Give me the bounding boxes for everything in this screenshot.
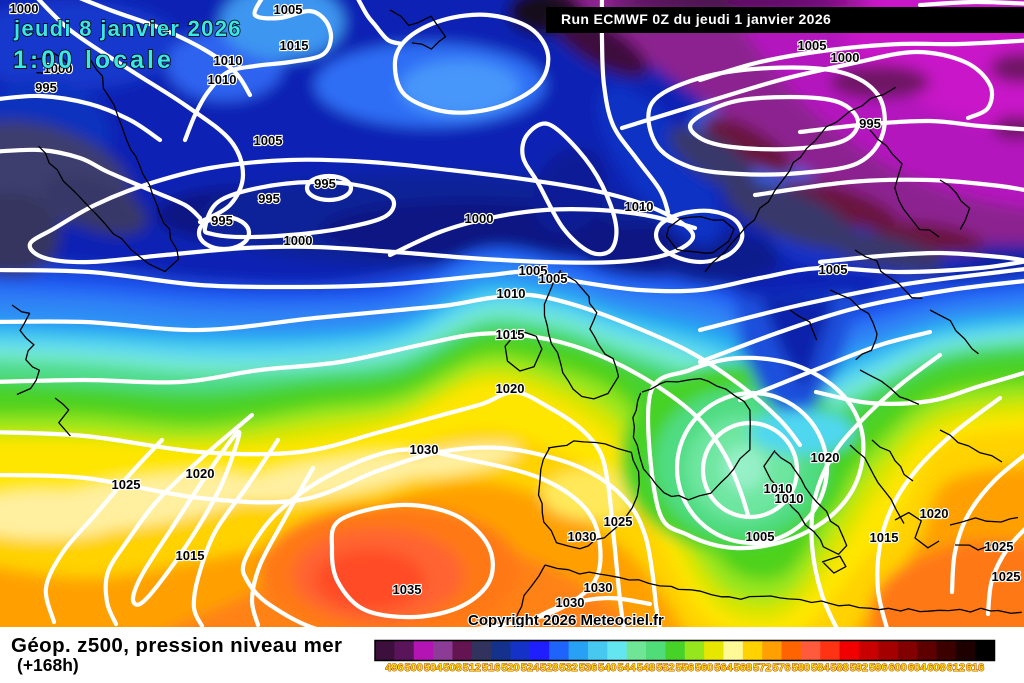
svg-text:1030: 1030: [556, 595, 585, 610]
svg-text:568: 568: [734, 662, 752, 674]
svg-text:1010: 1010: [208, 72, 237, 87]
svg-text:1020: 1020: [186, 466, 215, 481]
svg-text:1015: 1015: [176, 548, 205, 563]
svg-text:1030: 1030: [584, 580, 613, 595]
svg-text:1015: 1015: [870, 530, 899, 545]
svg-text:1020: 1020: [920, 506, 949, 521]
svg-text:1005: 1005: [274, 2, 303, 17]
svg-text:584: 584: [811, 662, 830, 674]
svg-text:jeudi 8 janvier 2026: jeudi 8 janvier 2026: [13, 16, 242, 41]
svg-text:552: 552: [656, 662, 674, 674]
svg-text:995: 995: [211, 213, 233, 228]
svg-text:604: 604: [908, 662, 927, 674]
svg-text:512: 512: [463, 662, 481, 674]
svg-text:1015: 1015: [280, 38, 309, 53]
svg-text:Run ECMWF 0Z du jeudi 1 janvie: Run ECMWF 0Z du jeudi 1 janvier 2026: [561, 11, 831, 27]
svg-text:1005: 1005: [254, 133, 283, 148]
svg-text:1010: 1010: [214, 53, 243, 68]
svg-text:1000: 1000: [465, 211, 494, 226]
svg-text:580: 580: [792, 662, 810, 674]
svg-text:1015: 1015: [496, 327, 525, 342]
svg-text:995: 995: [859, 116, 881, 131]
svg-text:516: 516: [482, 662, 500, 674]
svg-text:532: 532: [559, 662, 577, 674]
svg-text:1:00 locale: 1:00 locale: [13, 46, 174, 74]
svg-text:508: 508: [443, 662, 461, 674]
svg-text:1025: 1025: [112, 477, 141, 492]
svg-text:1025: 1025: [604, 514, 633, 529]
svg-text:560: 560: [695, 662, 713, 674]
svg-text:1005: 1005: [798, 38, 827, 53]
svg-text:524: 524: [521, 662, 540, 674]
svg-text:995: 995: [258, 191, 280, 206]
svg-text:588: 588: [830, 662, 848, 674]
svg-text:556: 556: [676, 662, 694, 674]
svg-text:592: 592: [850, 662, 868, 674]
svg-text:1010: 1010: [775, 491, 804, 506]
svg-text:1010: 1010: [497, 286, 526, 301]
svg-text:Copyright 2026 Meteociel.fr: Copyright 2026 Meteociel.fr: [468, 612, 664, 629]
svg-text:612: 612: [947, 662, 965, 674]
svg-text:1025: 1025: [992, 569, 1021, 584]
svg-text:504: 504: [424, 662, 443, 674]
svg-text:1030: 1030: [410, 442, 439, 457]
svg-text:995: 995: [314, 176, 336, 191]
svg-text:(+168h): (+168h): [17, 655, 79, 675]
svg-text:608: 608: [927, 662, 945, 674]
svg-text:1020: 1020: [811, 450, 840, 465]
svg-text:540: 540: [598, 662, 616, 674]
svg-text:1005: 1005: [519, 263, 548, 278]
svg-text:564: 564: [714, 662, 733, 674]
svg-text:1005: 1005: [746, 529, 775, 544]
svg-text:548: 548: [637, 662, 655, 674]
svg-text:1000: 1000: [831, 50, 860, 65]
svg-text:1005: 1005: [539, 271, 568, 286]
svg-text:1000: 1000: [284, 233, 313, 248]
svg-text:496: 496: [385, 662, 403, 674]
svg-text:572: 572: [753, 662, 771, 674]
svg-text:1020: 1020: [496, 381, 525, 396]
svg-text:536: 536: [579, 662, 597, 674]
svg-text:616: 616: [966, 662, 984, 674]
svg-text:1010: 1010: [764, 481, 793, 496]
svg-text:500: 500: [405, 662, 423, 674]
svg-text:1035: 1035: [393, 582, 422, 597]
svg-text:528: 528: [540, 662, 558, 674]
svg-text:576: 576: [772, 662, 790, 674]
svg-text:1030: 1030: [568, 529, 597, 544]
svg-text:544: 544: [618, 662, 637, 674]
svg-text:1025: 1025: [985, 539, 1014, 554]
svg-text:600: 600: [889, 662, 907, 674]
svg-text:1010: 1010: [625, 199, 654, 214]
svg-text:995: 995: [35, 80, 57, 95]
svg-text:1000: 1000: [44, 61, 73, 76]
svg-text:1005: 1005: [819, 262, 848, 277]
svg-text:596: 596: [869, 662, 887, 674]
svg-text:520: 520: [501, 662, 519, 674]
svg-text:Géop. z500, pression niveau me: Géop. z500, pression niveau mer: [11, 634, 342, 657]
svg-text:1000: 1000: [10, 1, 39, 16]
